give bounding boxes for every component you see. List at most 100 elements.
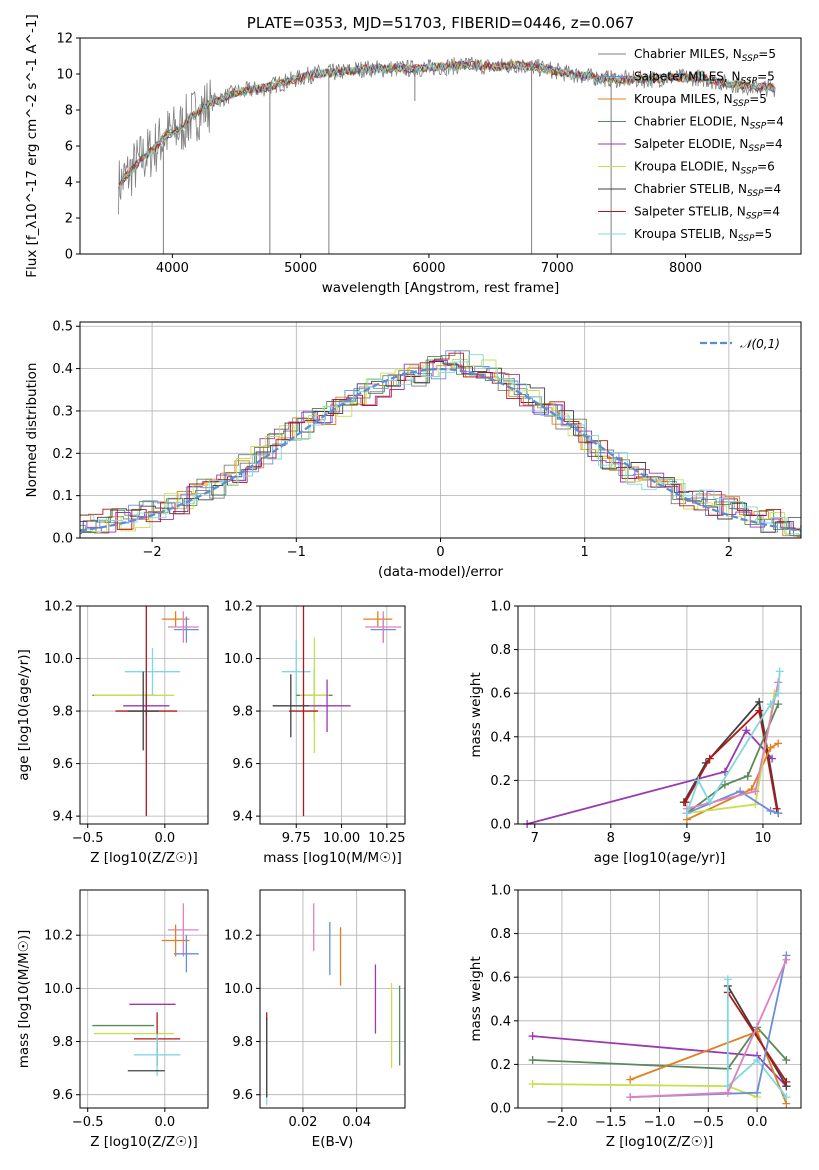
weight-marker: [755, 706, 764, 715]
panel-7-xlabel: Z [log10(Z/Z☉)]: [606, 1134, 714, 1150]
weight-marker: [723, 975, 732, 984]
panel-3-ytick-label: 10.0: [224, 652, 253, 667]
weight-marker: [774, 700, 783, 709]
panel-7-ytick-label: 0.0: [490, 1102, 511, 1117]
weight-marker: [626, 1093, 635, 1102]
panel-0-ytick-label: 2: [65, 212, 73, 227]
legend-sub: SSP: [741, 77, 758, 87]
legend-entry: Chabrier ELODIE, NSSP=4: [634, 115, 784, 132]
legend-name: Kroupa STELIB, N: [634, 227, 738, 241]
panel-5-xtick-label: 0.0: [154, 1115, 175, 1130]
weight-marker: [782, 1056, 791, 1065]
legend-tail: =4: [765, 137, 783, 151]
panel-6-xtick-label: 0.02: [288, 1115, 317, 1130]
legend-entry: Kroupa STELIB, NSSP=5: [634, 227, 772, 244]
weight-marker: [774, 689, 783, 698]
hist-steps: [80, 350, 801, 538]
panel-1-ylabel: Normed distribution: [24, 363, 40, 498]
panel-3-ytick-label: 10.2: [224, 600, 253, 615]
panel-1-xtick-label: 0: [436, 545, 444, 560]
weight-marker: [723, 1088, 732, 1097]
panel-7-ytick-label: 0.2: [490, 1058, 511, 1073]
panel-5-ytick-label: 9.8: [52, 1035, 73, 1050]
weight-marker: [528, 1080, 537, 1089]
panel-6-frame: [259, 889, 406, 1109]
panel-6-ytick-label: 9.8: [232, 1035, 253, 1050]
weight-marker: [753, 1088, 762, 1097]
weight-marker: [705, 798, 714, 807]
legend-sub: SSP: [746, 212, 763, 222]
legend-entry: Salpeter STELIB, NSSP=4: [634, 205, 780, 222]
legend-tail: =4: [766, 115, 784, 129]
weight-marker: [753, 1056, 762, 1065]
weight-line: [532, 1025, 788, 1070]
panel-4-ytick-label: 0.6: [490, 687, 511, 702]
panel-4-xtick-label: 9: [683, 831, 691, 846]
panel-6-ytick-label: 10.2: [224, 929, 253, 944]
panel-3-ytick-label: 9.8: [232, 705, 253, 720]
histogram-series: [80, 356, 801, 535]
weight-line: [532, 1083, 758, 1098]
panel-2-ytick-label: 10.2: [44, 600, 73, 615]
panel-7-xtick-label: 0.0: [747, 1115, 768, 1130]
panel-1-ytick-label: 0.1: [52, 489, 73, 504]
panel-5-frame: [79, 889, 209, 1109]
panel-0-ytick-label: 12: [56, 32, 73, 47]
legend-sub: SSP: [738, 234, 755, 244]
legend-sub: SSP: [742, 54, 759, 64]
panel-7-xtick-label: −0.5: [693, 1115, 725, 1130]
weight-marker: [682, 809, 691, 818]
spectrum-lines: [118, 56, 776, 254]
weight-marker: [774, 739, 783, 748]
panel-4-ytick-label: 0.2: [490, 774, 511, 789]
weight-line: [686, 703, 780, 814]
panel-0-xtick-label: 5000: [284, 261, 317, 276]
legend-tail: =5: [758, 47, 776, 61]
legend-sub: SSP: [747, 189, 764, 199]
weight-marker: [775, 667, 784, 676]
panel-0-ytick-label: 10: [56, 68, 73, 83]
histogram-series: [80, 352, 801, 530]
weight-marker: [694, 776, 703, 785]
weight-marker: [755, 697, 764, 706]
panel-0-xlabel: wavelength [Angstrom, rest frame]: [322, 280, 560, 296]
panel-2-ytick-label: 9.6: [52, 757, 73, 772]
panel-7-frame: [517, 889, 802, 1109]
panel-2-ytick-label: 9.8: [52, 705, 73, 720]
weight-line: [726, 979, 788, 1098]
legend-entry: Salpeter MILES, NSSP=5: [634, 70, 775, 87]
legend-tail: =5: [749, 92, 767, 106]
panel-7-ytick-label: 0.6: [490, 971, 511, 986]
panel-1-ytick-label: 0.3: [52, 404, 73, 419]
panel-2-xtick-label: 0.0: [154, 831, 175, 846]
panel-5-ylabel: mass [log10(M/M☉)]: [16, 930, 32, 1069]
histogram-series: [80, 350, 801, 533]
panel-7-ylabel: mass weight: [468, 956, 484, 1041]
panel-5-xtick-label: −0.5: [72, 1115, 104, 1130]
panel-4-frame: [517, 605, 802, 825]
weight-marker: [742, 726, 751, 735]
legend-name: Salpeter STELIB, N: [634, 205, 746, 219]
panel-4-xtick-label: 10: [755, 831, 772, 846]
legend-tail: =5: [757, 70, 775, 84]
panel-3-xtick-label: 10.00: [323, 831, 360, 846]
panel-1-xtick-label: 1: [581, 545, 589, 560]
panel-1-xtick-label: −2: [143, 545, 162, 560]
panel-1-xlabel: (data-model)/error: [378, 564, 504, 580]
legend-name: Salpeter MILES, N: [634, 70, 741, 84]
weight-line: [727, 992, 788, 1083]
panel-0-xtick-label: 7000: [541, 261, 574, 276]
legend-sub: SSP: [741, 167, 758, 177]
panel-5-ytick-label: 9.6: [52, 1088, 73, 1103]
legend-entry: Chabrier MILES, NSSP=5: [634, 47, 776, 64]
panel-2-ytick-label: 9.4: [52, 810, 73, 825]
histogram-series: [80, 365, 801, 538]
panel-1-xtick-label: −1: [287, 545, 306, 560]
legend-name: Salpeter ELODIE, N: [634, 137, 748, 151]
legend-name: Chabrier ELODIE, N: [634, 115, 750, 129]
legend-entry: Chabrier STELIB, NSSP=4: [634, 182, 781, 199]
panel-1-frame: [79, 321, 802, 539]
legend-entry: Kroupa ELODIE, NSSP=6: [634, 160, 775, 177]
panel-7-ytick-label: 1.0: [490, 884, 511, 899]
weight-marker: [766, 806, 775, 815]
